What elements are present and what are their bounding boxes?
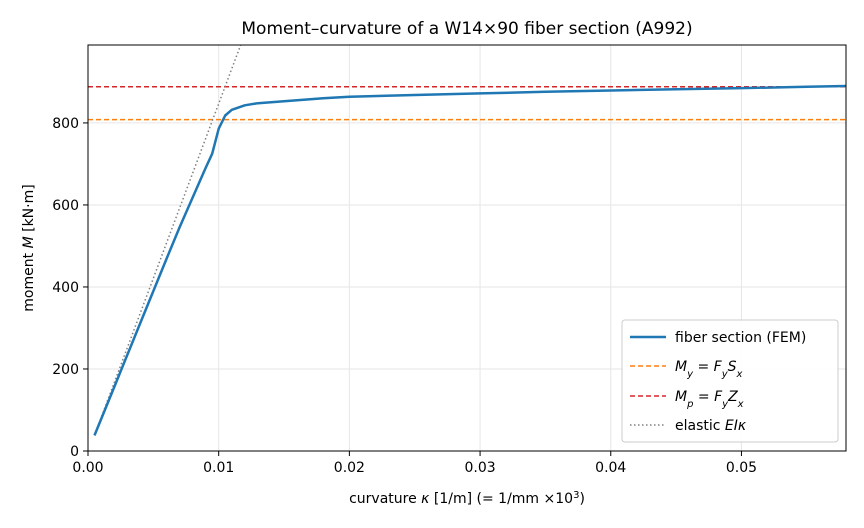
legend-box [621, 319, 839, 443]
legend-label-fem: fiber section (FEM) [675, 330, 806, 346]
x-tick-label: 0.00 [72, 460, 103, 476]
y-tick-label: 0 [70, 444, 79, 460]
y-tick-label: 800 [52, 116, 79, 132]
chart-title: Moment–curvature of a W14×90 fiber secti… [241, 19, 692, 39]
x-tick-label: 0.04 [595, 460, 626, 476]
plot-frame [87, 44, 847, 452]
x-tick-label: 0.01 [203, 460, 234, 476]
y-tick-label: 200 [52, 362, 79, 378]
x-tick-label: 0.05 [726, 460, 757, 476]
y-axis-label: moment M [kN·m] [21, 184, 37, 311]
y-tick-label: 600 [52, 198, 79, 214]
series-group [88, 45, 846, 436]
x-tick-label: 0.03 [464, 460, 495, 476]
y-tick-label: 400 [52, 280, 79, 296]
series-fem-line [93, 84, 846, 436]
y-axis: 0 200 400 600 800 [52, 116, 88, 460]
legend-label-elastic: elastic EIκ [675, 418, 747, 434]
x-axis: 0.00 0.01 0.02 0.03 0.04 0.05 [72, 451, 757, 476]
x-tick-label: 0.02 [334, 460, 365, 476]
legend: fiber section (FEM) My = FySx Mp = FyZx … [621, 319, 839, 443]
x-axis-label: curvature κ [1/m] (= 1/mm ×103) [349, 490, 585, 508]
